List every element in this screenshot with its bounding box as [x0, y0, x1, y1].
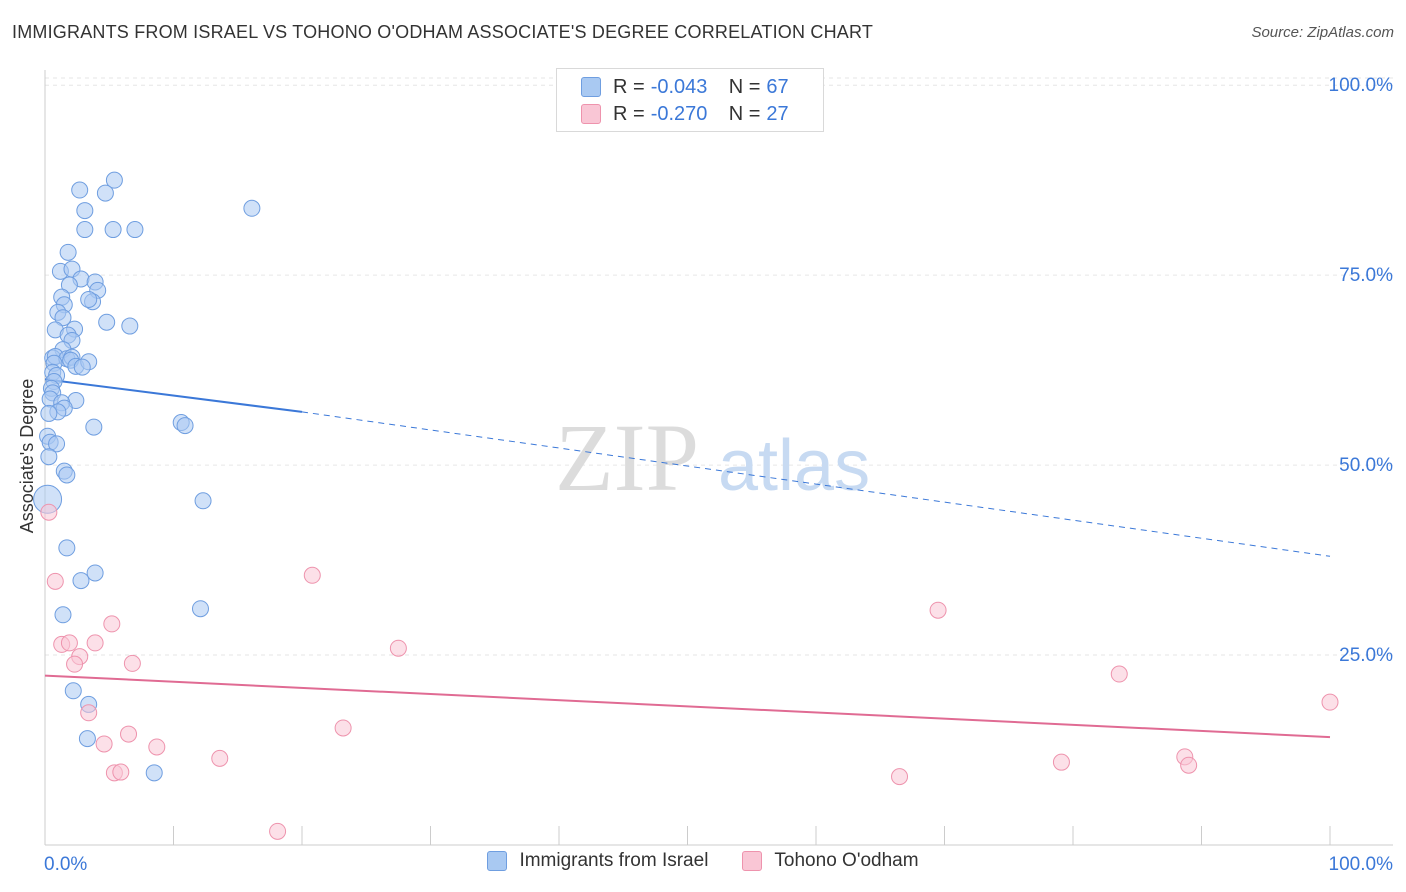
point-israel	[76, 202, 94, 220]
y-tick-labels: 100.0% 75.0% 50.0% 25.0%	[1329, 75, 1394, 666]
point-israel	[191, 600, 209, 618]
legend-n-label: N =	[728, 102, 761, 125]
point-israel	[71, 181, 89, 199]
trend-line-israel-extrapolated	[301, 411, 1331, 557]
legend-swatch-tohono	[742, 851, 763, 871]
point-tohono	[148, 738, 166, 756]
chart-title: IMMIGRANTS FROM ISRAEL VS TOHONO O'ODHAM…	[12, 22, 874, 42]
x-tick-labels: 0.0% 100.0%	[44, 854, 1393, 875]
point-tohono	[303, 566, 321, 584]
point-tohono	[103, 615, 121, 633]
legend-r-value: -0.270	[650, 102, 708, 125]
legend-item-israel: Immigrants from Israel	[487, 850, 708, 872]
point-tohono	[66, 655, 84, 673]
point-tohono	[389, 639, 407, 657]
point-israel	[126, 221, 144, 239]
x-tick-label: 0.0%	[44, 854, 87, 875]
point-tohono	[334, 719, 352, 737]
point-tohono	[60, 634, 78, 652]
point-israel	[176, 417, 194, 435]
watermark-atlas: atlas	[718, 426, 870, 506]
legend-swatch-israel	[581, 77, 601, 97]
legend-row-tohono: R = -0.270 N = 27	[581, 101, 789, 127]
legend-item-tohono: Tohono O'odham	[742, 850, 919, 872]
gridlines	[45, 77, 1393, 656]
y-tick-label: 50.0%	[1339, 455, 1393, 476]
point-israel	[98, 313, 116, 331]
point-israel	[54, 606, 72, 624]
point-israel	[48, 435, 66, 453]
point-israel	[54, 309, 72, 327]
point-israel	[104, 221, 122, 239]
point-israel	[72, 572, 90, 590]
point-israel	[64, 682, 82, 700]
point-israel	[194, 492, 212, 510]
legend-r-value: -0.043	[650, 75, 708, 98]
point-israel	[145, 764, 163, 782]
point-tohono	[86, 634, 104, 652]
legend-swatch-israel	[487, 851, 508, 871]
series-legend: Immigrants from Israel Tohono O'odham	[0, 850, 1406, 872]
legend-r-label: R =	[613, 75, 645, 98]
point-tohono	[1110, 665, 1128, 683]
point-tohono	[211, 749, 229, 767]
watermark-zip: ZIP	[555, 404, 699, 511]
point-tohono	[112, 763, 130, 781]
point-israel	[78, 730, 96, 748]
y-tick-label: 100.0%	[1329, 75, 1394, 96]
point-israel	[80, 290, 98, 308]
point-tohono	[929, 601, 947, 619]
point-israel	[40, 448, 58, 466]
point-tohono	[40, 503, 58, 521]
legend-swatch-tohono	[581, 104, 601, 124]
point-israel	[96, 184, 114, 202]
legend-row-israel: R = -0.043 N = 67	[581, 74, 789, 100]
legend-r-label: R =	[613, 102, 645, 125]
stats-legend: R = -0.043 N = 67 R = -0.270 N = 27	[556, 68, 824, 132]
data-points	[33, 171, 1339, 840]
point-israel	[121, 317, 139, 335]
point-israel	[86, 564, 104, 582]
point-tohono	[120, 725, 138, 743]
trend-line-tohono	[44, 674, 1331, 739]
point-israel	[243, 199, 261, 217]
point-tohono	[80, 704, 98, 722]
source-label: Source: ZipAtlas.com	[1251, 24, 1394, 41]
x-tick-label: 100.0%	[1329, 854, 1394, 875]
point-israel	[73, 358, 91, 376]
legend-n-label: N =	[728, 75, 761, 98]
point-tohono	[95, 735, 113, 753]
point-tohono	[269, 822, 287, 840]
y-tick-label: 75.0%	[1339, 265, 1393, 286]
point-tohono	[1321, 693, 1339, 711]
point-tohono	[1180, 756, 1198, 774]
legend-label-tohono: Tohono O'odham	[774, 850, 919, 871]
point-israel	[58, 466, 76, 484]
point-tohono	[46, 572, 64, 590]
point-israel	[40, 404, 58, 422]
point-tohono	[891, 768, 909, 786]
point-israel	[85, 418, 103, 436]
legend-n-value: 27	[766, 102, 789, 125]
point-israel	[59, 243, 77, 261]
point-israel	[58, 539, 76, 557]
legend-label-israel: Immigrants from Israel	[519, 850, 709, 871]
point-israel	[105, 171, 123, 189]
watermark: ZIP atlas	[555, 404, 870, 511]
point-tohono	[123, 654, 141, 672]
trend-line-israel	[44, 378, 303, 413]
y-tick-label: 25.0%	[1339, 645, 1393, 666]
point-israel	[76, 221, 94, 239]
point-israel	[60, 276, 78, 294]
legend-n-value: 67	[766, 75, 789, 98]
y-axis-label: Associate's Degree	[17, 379, 37, 534]
point-tohono	[1052, 753, 1070, 771]
trend-lines	[44, 378, 1331, 739]
